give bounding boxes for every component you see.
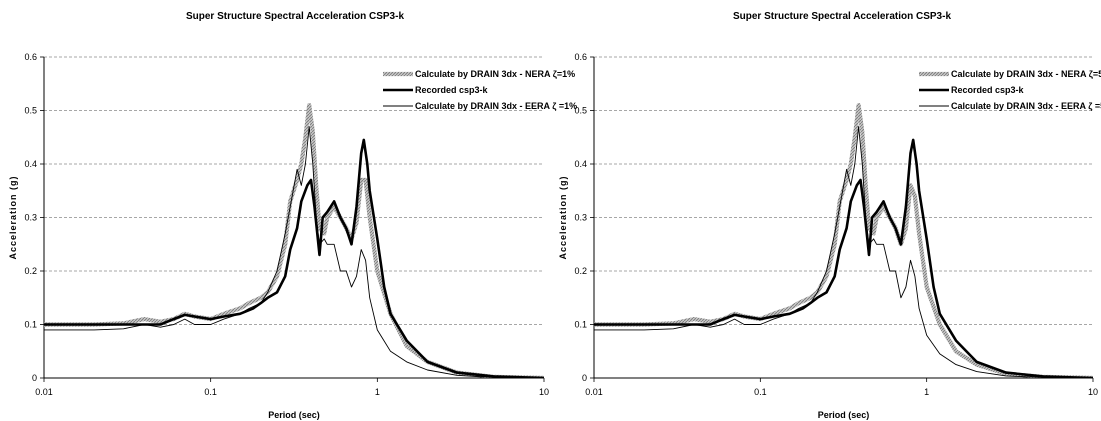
series-line-3 [44,126,544,378]
legend: Calculate by DRAIN 3dx - NERA ζ=1% Record… [383,69,577,111]
y-tick-label: 0.2 [574,266,587,276]
x-tick-label: 10 [1088,387,1098,397]
y-tick-label: 0.3 [24,213,37,223]
chart-title: Super Structure Spectral Acceleration CS… [733,11,951,22]
y-tick-label: 0.1 [24,320,37,330]
y-tick-label: 0.5 [24,106,37,116]
x-axis-label: Period (sec) [818,410,870,420]
y-tick-label: 0.6 [24,52,37,62]
chart-panel-2: Super Structure Spectral Acceleration CS… [558,11,1101,420]
y-axis-label: Acceleration (g) [8,175,18,259]
y-tick-label: 0.1 [574,320,587,330]
legend-label-3: Calculate by DRAIN 3dx - EERA ζ =1% [415,101,577,111]
series-line-3 [594,126,1093,378]
y-tick-label: 0.2 [24,266,37,276]
legend-label-2: Recorded csp3-k [415,85,489,95]
x-tick-label: 10 [539,387,549,397]
x-axis-label: Period (sec) [268,410,320,420]
legend: Calculate by DRAIN 3dx - NERA ζ=5% Record… [919,69,1101,111]
x-tick-label: 1 [924,387,929,397]
x-tick-label: 0.01 [35,387,53,397]
series-line-2 [594,138,1093,378]
x-tick-label: 0.1 [204,387,217,397]
x-tick-label: 0.1 [754,387,767,397]
legend-label-1: Calculate by DRAIN 3dx - NERA ζ=5% [951,69,1101,79]
series-line-2 [44,138,544,378]
legend-label-3: Calculate by DRAIN 3dx - EERA ζ =5% [951,101,1101,111]
chart-title: Super Structure Spectral Acceleration CS… [186,11,404,22]
legend-label-2: Recorded csp3-k [951,85,1025,95]
y-tick-label: 0 [582,373,587,383]
legend-label-1: Calculate by DRAIN 3dx - NERA ζ=1% [415,69,575,79]
y-tick-label: 0.5 [574,106,587,116]
y-axis-label: Acceleration (g) [558,175,568,259]
chart-panel-1: Super Structure Spectral Acceleration CS… [8,11,577,420]
y-tick-label: 0.4 [24,159,37,169]
y-tick-label: 0.4 [574,159,587,169]
x-tick-label: 1 [375,387,380,397]
y-tick-label: 0.3 [574,213,587,223]
y-tick-label: 0.6 [574,52,587,62]
y-tick-label: 0 [32,373,37,383]
x-tick-label: 0.01 [585,387,603,397]
